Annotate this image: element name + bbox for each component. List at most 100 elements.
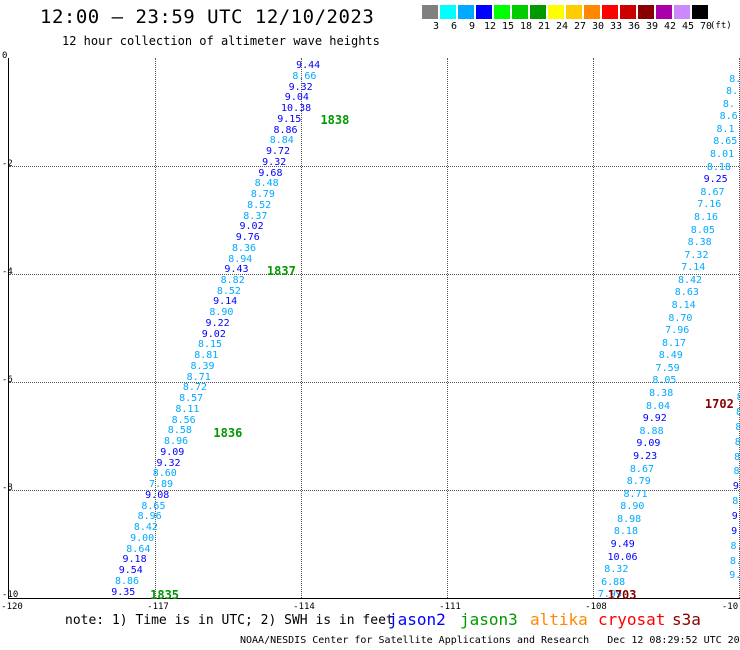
- wave-height-value: 9.02: [239, 221, 264, 233]
- map-subtitle: 12 hour collection of altimeter wave hei…: [62, 34, 380, 48]
- latitude-gridline: [9, 490, 740, 491]
- wave-height-value: 8.57: [179, 393, 204, 405]
- legend-label: 70: [699, 21, 713, 32]
- wave-height-value: 8.86: [273, 124, 298, 136]
- wave-height-value: 8.94: [228, 253, 253, 265]
- wave-height-value: 8.90: [620, 501, 645, 513]
- legend-label: 39: [645, 21, 659, 32]
- wave-height-value: 8.37: [243, 210, 268, 222]
- wave-height-value: 8: [735, 407, 740, 419]
- wave-height-value: 10.38: [281, 103, 312, 115]
- wave-height-value: 9.18: [122, 554, 147, 566]
- longitude-gridline: [155, 58, 156, 598]
- wave-height-value: 8.49: [658, 350, 683, 362]
- legend-label: 18: [519, 21, 533, 32]
- wave-height-value: 7.89: [148, 479, 174, 491]
- y-tick-label: -10: [2, 590, 19, 600]
- wave-height-value: 8.65: [713, 136, 738, 148]
- wave-height-value: 8.71: [623, 488, 648, 500]
- x-tick-label: -120: [1, 602, 23, 612]
- legend-label: 24: [555, 21, 569, 32]
- legend-swatch: [566, 5, 582, 19]
- wave-height-value: 10.06: [607, 551, 638, 563]
- wave-height-value: 7.16: [697, 199, 722, 211]
- wave-height-value: 8.1: [716, 123, 735, 135]
- wave-height-value: 9.68: [258, 167, 283, 179]
- wave-height-value: 8.18: [613, 526, 638, 538]
- wave-height-value: 8.72: [182, 382, 207, 394]
- legend-swatch: [440, 5, 456, 19]
- wave-height-value: 7.99: [597, 589, 622, 601]
- wave-height-value: 9.15: [277, 113, 302, 125]
- wave-height-value: 7.14: [681, 262, 706, 274]
- wave-height-value: 9.44: [296, 60, 321, 72]
- satellite-name: altika: [530, 610, 588, 629]
- legend-swatch: [548, 5, 564, 19]
- wave-height-value: 8.96: [164, 436, 189, 448]
- credit-footer: NOAA/NESDIS Center for Satellite Applica…: [240, 635, 740, 646]
- wave-height-value: 8.32: [604, 564, 629, 576]
- wave-height-value: 9.19: [729, 570, 740, 582]
- orbit-number: 1835: [150, 588, 180, 603]
- legend-swatch: [512, 5, 528, 19]
- wave-height-value: 8.96: [137, 511, 162, 523]
- wave-height-value: 9.32: [156, 457, 181, 469]
- legend-swatch: [584, 5, 600, 19]
- wave-height-value: 8.15: [198, 339, 223, 351]
- wave-height-value: 8.42: [133, 522, 158, 534]
- wave-height-value: 8.11: [175, 403, 200, 415]
- wave-height-value: 8.86: [114, 575, 140, 587]
- wave-height-value: 9.6: [731, 511, 740, 522]
- wave-height-value: 8: [733, 466, 740, 478]
- legend-swatch: [458, 5, 474, 19]
- legend-unit: (ft): [710, 21, 732, 31]
- wave-height-value: 8.82: [220, 274, 245, 286]
- wave-height-value: 8.52: [247, 199, 272, 211]
- legend-swatch: [674, 5, 690, 19]
- wave-height-value: 8.48: [254, 178, 279, 190]
- wave-height-value: 9.76: [235, 232, 260, 244]
- legend-swatch: [692, 5, 708, 19]
- wave-height-value: 8.67: [700, 186, 725, 198]
- map-plot-area: 9.44 8.66 9.32 9.04 10.38 9.15 8.86 8.84 9.72 9.3…: [8, 58, 740, 603]
- wave-height-value: 8.: [722, 98, 735, 110]
- wave-height-value: 8.17: [661, 337, 687, 349]
- wave-height-value: 8.63: [674, 287, 699, 299]
- wave-height-value: 9.14: [213, 296, 238, 308]
- orbit-number: 1703: [607, 588, 637, 603]
- wave-height-value: 8.58: [167, 425, 192, 437]
- wave-height-value: 9.09: [636, 438, 661, 450]
- longitude-gridline: [301, 58, 302, 598]
- legend-label: 42: [663, 21, 677, 32]
- wave-height-value: 8.79: [250, 189, 275, 201]
- wave-height-value: 8.70: [668, 312, 693, 324]
- x-tick-label: -10: [721, 602, 739, 612]
- legend-label: 9: [468, 21, 476, 32]
- wave-height-value: 8.98: [617, 513, 642, 525]
- wave-height-value: 8.88: [639, 425, 664, 437]
- wave-height-value: 8.38: [649, 388, 674, 400]
- wave-height-value: 7.59: [655, 362, 680, 374]
- orbit-number: 1836: [213, 426, 243, 441]
- latitude-gridline: [9, 166, 740, 167]
- wave-height-value: 9.92: [642, 413, 667, 425]
- wave-height-value: 8.90: [209, 307, 234, 319]
- wave-height-value: 8.: [729, 73, 740, 85]
- wave-height-value: 8: [736, 392, 740, 404]
- wave-height-value: 8.6: [719, 111, 738, 123]
- legend-label: 12: [483, 21, 497, 32]
- wave-height-value: 8: [734, 451, 740, 463]
- wave-height-value: 9.08: [145, 489, 170, 501]
- legend-swatch: [602, 5, 618, 19]
- legend-label: 21: [537, 21, 551, 32]
- wave-height-value: 9.04: [284, 92, 309, 104]
- longitude-gridline: [447, 58, 448, 598]
- legend-swatch: [530, 5, 546, 19]
- wave-height-value: 8.3: [730, 540, 740, 552]
- legend-swatch: [494, 5, 510, 19]
- wave-height-value: 9.22: [205, 317, 230, 329]
- legend-label: 30: [591, 21, 605, 32]
- wave-height-value: 9.43: [224, 264, 249, 276]
- legend-label: 36: [627, 21, 641, 32]
- wave-height-value: 8.1: [729, 555, 740, 567]
